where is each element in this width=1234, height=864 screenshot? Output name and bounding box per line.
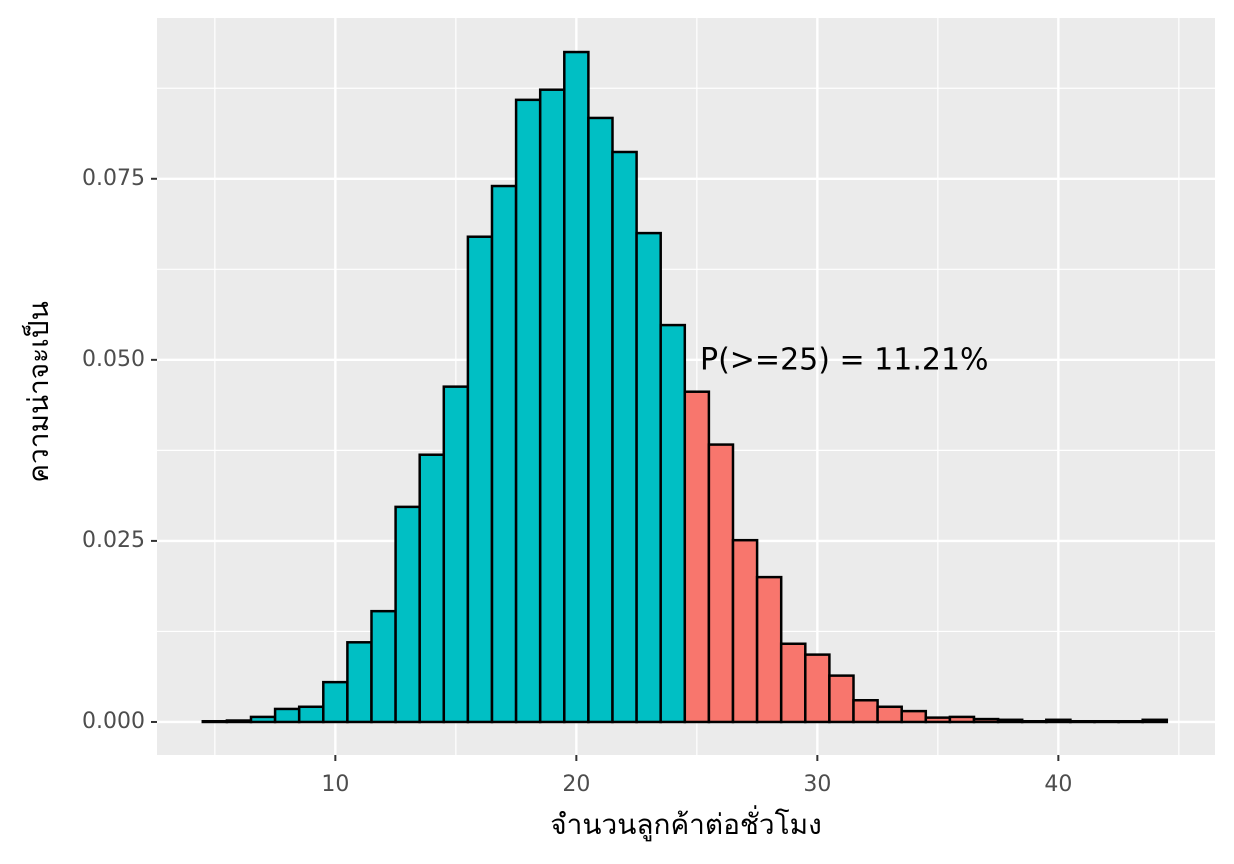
bar [201, 719, 229, 724]
bar [828, 674, 855, 724]
bar [900, 709, 928, 724]
bar [1117, 719, 1144, 724]
axes: 10 20 30 40 0.000 0.025 0.050 0.075 [82, 166, 1072, 797]
bar [297, 705, 325, 724]
x-axis-title: จำนวนลูกค้าต่อชั่วโมง [550, 805, 822, 842]
bar [587, 116, 614, 724]
bar [876, 705, 903, 724]
bars [201, 50, 1169, 724]
y-tick-label: 0.025 [82, 528, 145, 553]
bar [804, 653, 831, 724]
bar [563, 50, 590, 724]
y-tick-label: 0.050 [82, 347, 145, 372]
x-tick-label: 30 [803, 772, 831, 797]
bar [346, 641, 373, 724]
bar [322, 680, 349, 724]
bar [972, 717, 1000, 724]
bar [490, 184, 518, 724]
bar [249, 715, 277, 724]
bar [1020, 719, 1048, 724]
bar [442, 385, 470, 724]
bar [852, 698, 879, 724]
bar [418, 453, 446, 724]
bar [683, 390, 711, 724]
bar [1093, 719, 1120, 724]
bar [924, 716, 952, 724]
x-tick-label: 10 [321, 772, 349, 797]
bar [370, 609, 397, 724]
bar [779, 642, 807, 724]
bar [659, 323, 687, 724]
bar [538, 88, 566, 724]
bar [611, 150, 638, 724]
x-tick-label: 40 [1044, 772, 1072, 797]
bar [273, 707, 301, 724]
bar [1045, 718, 1072, 724]
y-axis-title: ความน่าจะเป็น [21, 301, 55, 482]
bar [948, 715, 976, 724]
bar [225, 719, 253, 724]
bar [731, 538, 759, 724]
annotation: P(>=25) = 11.21% [700, 343, 989, 378]
y-tick-label: 0.000 [82, 709, 145, 734]
bar [635, 231, 662, 724]
bar [466, 235, 494, 724]
bar [394, 505, 421, 724]
bar [1069, 719, 1096, 724]
y-tick-label: 0.075 [82, 166, 145, 191]
x-tick-label: 20 [562, 772, 590, 797]
bar [707, 443, 735, 724]
bar [755, 575, 783, 724]
bar [514, 98, 542, 724]
bar [1141, 718, 1169, 724]
bar [996, 718, 1024, 724]
